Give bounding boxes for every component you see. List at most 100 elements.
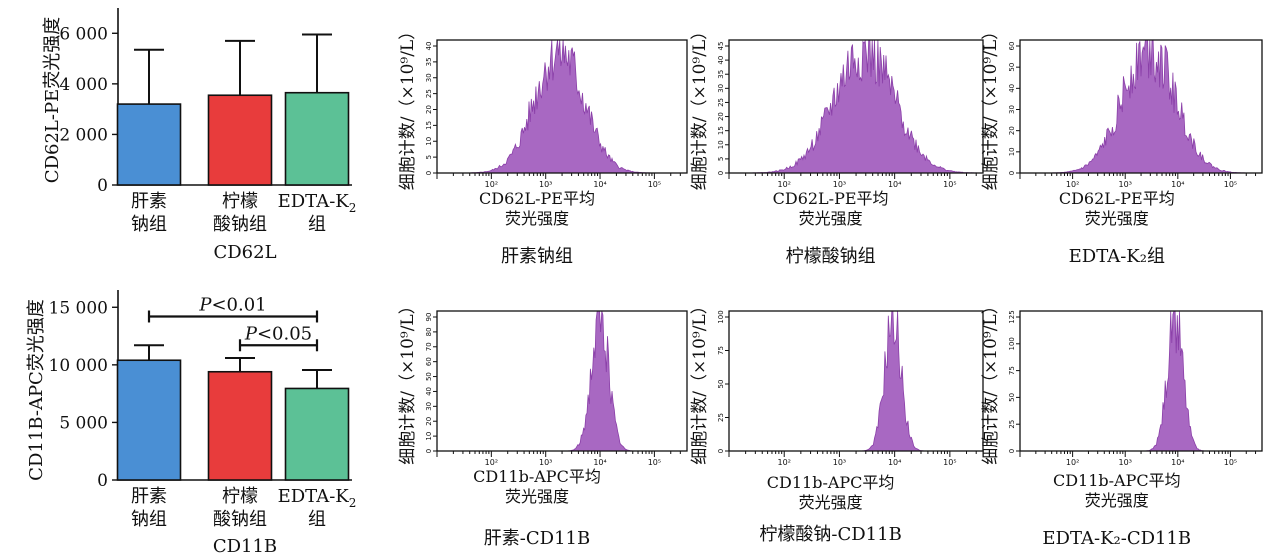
x-tick-label: 10²: [1066, 180, 1079, 189]
y-tick-label: 10: [425, 432, 433, 441]
histogram-panel-1: 0 5 10 15 20 25 30 35 40 10² 10³ 10⁴ 10⁵ 细胞计数/（×10⁹/L…: [398, 23, 688, 267]
category-label: 组: [308, 509, 326, 530]
histogram-panel-6: 0 25 50 75 100 125 10² 10³ 10⁴ 10⁵ 细胞计数/（×10⁹/L） CD…: [981, 297, 1263, 549]
y-tick-label: 25: [1008, 420, 1016, 429]
y-tick-label: 50: [425, 372, 433, 381]
y-tick-label: 25: [717, 413, 725, 422]
histogram-distribution: [729, 39, 984, 174]
y-tick-label: 20: [1008, 126, 1016, 135]
y-tick-label: 0: [97, 471, 108, 491]
bar: [116, 103, 182, 186]
y-tick-label: 0: [425, 449, 433, 453]
category-label: 肝素: [131, 486, 167, 507]
plot-frame: [1019, 310, 1263, 452]
x-tick-label: 10³: [833, 458, 846, 467]
bar: [284, 91, 350, 186]
y-axis-label: 细胞计数/（×10⁹/L）: [690, 23, 710, 190]
y-tick-label: 25: [425, 89, 433, 98]
y-tick-label: 75: [717, 346, 725, 355]
histogram-panel-5: 0 25 50 75 100 10² 10³ 10⁴ 10⁵ 细胞计数/（×10⁹/L） CD11b…: [690, 297, 984, 545]
x-tick-label: 10³: [833, 180, 846, 189]
y-tick-label: 15: [717, 126, 725, 135]
panel-caption: 柠檬酸钠组: [786, 246, 876, 267]
y-tick-label: 5: [425, 155, 433, 159]
y-tick-label: 50: [1008, 393, 1016, 402]
y-tick-label: 90: [425, 313, 433, 322]
y-tick-label: 20: [425, 105, 433, 114]
y-tick-label: 10: [425, 137, 433, 146]
y-tick-label: 25: [717, 98, 725, 107]
y-tick-label: 5: [717, 157, 725, 161]
category-label: 钠组: [131, 214, 167, 235]
y-tick-label: 35: [425, 57, 433, 66]
histogram-distribution: [437, 310, 687, 452]
y-tick-label: 4 000: [59, 75, 108, 95]
x-tick-label: 10⁵: [648, 180, 661, 189]
y-tick-label: 30: [1008, 105, 1016, 114]
category-label: 柠檬: [222, 486, 258, 507]
x-tick-label: 10³: [1119, 180, 1132, 189]
y-tick-label: 10 000: [49, 356, 108, 376]
significance-label: P<0.01: [198, 294, 266, 315]
y-tick-label: 40: [717, 56, 725, 65]
x-tick-label: 10⁵: [1224, 458, 1237, 467]
y-tick-label: 60: [425, 357, 433, 366]
category-label: EDTA-K2: [278, 486, 357, 510]
y-tick-label: 0: [717, 171, 725, 175]
bar-chart-1: 0 2 000 4 000 6 000 肝素钠组 柠檬酸钠组 EDTA-K2组 CD62L-P…: [42, 8, 356, 263]
y-tick-label: 30: [425, 73, 433, 82]
x-tick-label: 10³: [539, 180, 552, 189]
y-tick-label: 0: [425, 171, 433, 175]
category-label: 钠组: [131, 509, 167, 530]
category-label: 肝素: [131, 191, 167, 212]
y-tick-label: 0: [1008, 171, 1016, 175]
category-label: 酸钠组: [213, 214, 267, 235]
x-tick-label: 10⁵: [943, 458, 956, 467]
y-axis-label: 细胞计数/（×10⁹/L）: [690, 297, 710, 464]
x-tick-label: 10⁴: [888, 458, 901, 467]
x-tick-label: 10³: [539, 458, 552, 467]
x-axis-label: CD62L-PE平均: [479, 189, 595, 208]
y-axis-label: CD11B-APC荧光强度: [26, 299, 47, 481]
x-axis-label: CD11b-APC平均: [473, 467, 601, 486]
x-tick-label: 10⁴: [1171, 458, 1184, 467]
category-label: 柠檬: [222, 191, 258, 212]
y-axis-label: 细胞计数/（×10⁹/L）: [398, 23, 418, 190]
x-axis-label: CD62L-PE平均: [1059, 189, 1175, 208]
category-label: 酸钠组: [213, 509, 267, 530]
histogram-distribution: [437, 39, 687, 174]
y-tick-label: 2 000: [59, 125, 108, 145]
x-tick-label: 10⁴: [593, 458, 606, 467]
panel-caption: 肝素-CD11B: [484, 528, 590, 549]
y-tick-label: 0: [717, 449, 725, 453]
x-tick-label: 10²: [778, 458, 791, 467]
y-tick-label: 100: [717, 310, 725, 323]
category-label: 组: [308, 214, 326, 235]
panel-caption: 肝素钠组: [501, 246, 573, 267]
y-tick-label: 50: [717, 380, 725, 389]
y-tick-label: 30: [717, 84, 725, 93]
histogram-panel-2: 0 5 10 15 20 25 30 35 40 45 10² 10³ 10⁴ 10⁵ 细胞计数/（×10⁹…: [690, 23, 984, 267]
x-axis-label: 荧光强度: [1085, 209, 1149, 228]
x-tick-label: 10⁵: [648, 458, 661, 467]
x-tick-label: 10²: [485, 458, 498, 467]
panel-caption: EDTA-K₂组: [1069, 246, 1165, 267]
bar: [207, 94, 273, 186]
x-axis-label: CD62L: [213, 242, 276, 263]
x-tick-label: 10⁴: [888, 180, 901, 189]
y-tick-label: 10: [717, 140, 725, 149]
histogram-panel-4: 0 10 20 30 40 50 60 70 80 90 10² 10³ 10⁴ 10⁵ 细胞计数/（×10…: [398, 297, 688, 549]
panel-caption: EDTA-K₂-CD11B: [1042, 528, 1191, 549]
x-tick-label: 10³: [1119, 458, 1132, 467]
y-tick-label: 70: [425, 342, 433, 351]
y-tick-label: 20: [425, 417, 433, 426]
x-axis-label: CD62L-PE平均: [773, 189, 889, 208]
category-label: EDTA-K2: [278, 191, 357, 215]
x-axis-label: CD11b-APC平均: [1053, 471, 1181, 490]
y-tick-label: 40: [1008, 84, 1016, 93]
x-tick-label: 10⁴: [593, 180, 606, 189]
y-tick-label: 40: [425, 42, 433, 51]
y-tick-label: 5 000: [59, 413, 108, 433]
x-tick-label: 10²: [778, 180, 791, 189]
